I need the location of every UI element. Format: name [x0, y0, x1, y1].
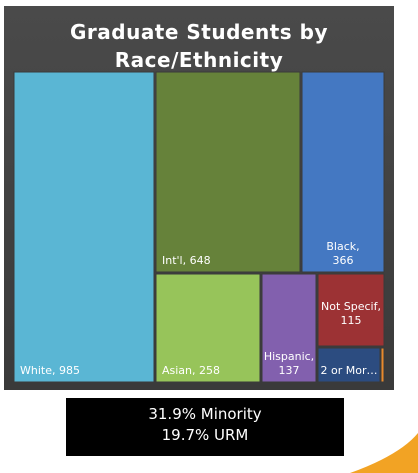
treemap-rect-asian-3 — [155, 273, 261, 383]
treemap-tile-white-0: White, 985 — [13, 71, 155, 383]
treemap-rect-2-or-more-6 — [317, 347, 381, 383]
treemap-label-hispanic-line-2: 137 — [279, 364, 300, 377]
treemap-label-2-or-more: 2 or Mor… — [321, 364, 378, 377]
treemap-rect-other-7 — [380, 347, 385, 383]
treemap-rect-white-0 — [13, 71, 155, 383]
treemap-label-not-specif-line-2: 115 — [341, 314, 362, 327]
treemap-tile-other-7 — [380, 347, 385, 383]
treemap-label-black-line-2: 366 — [333, 254, 354, 267]
treemap-label-hispanic-line-1: Hispanic, — [264, 350, 314, 363]
treemap-label-not-specif-line-1: Not Specif, — [321, 300, 381, 313]
treemap-label-black-line-1: Black, — [326, 240, 359, 253]
treemap: White, 985 Int'l, 648 Black,366 Asian, 258 H… — [13, 71, 385, 383]
treemap-label-int-l: Int'l, 648 — [162, 254, 211, 267]
summary-box: 31.9% Minority 19.7% URM — [66, 398, 344, 456]
treemap-tile-not-specif-5: Not Specif,115 — [317, 273, 385, 347]
urm-stat: 19.7% URM — [161, 426, 249, 444]
treemap-tile-asian-3: Asian, 258 — [155, 273, 261, 383]
treemap-rect-not-specif-5 — [317, 273, 385, 347]
minority-stat: 31.9% Minority — [148, 405, 262, 423]
treemap-label-white: White, 985 — [20, 364, 80, 377]
treemap-rect-int-l-1 — [155, 71, 301, 273]
corner-swoosh-decoration — [350, 433, 418, 473]
chart-panel: Graduate Students by Race/Ethnicity Whit… — [4, 6, 394, 390]
treemap-tile-int-l-1: Int'l, 648 — [155, 71, 301, 273]
treemap-rect-hispanic-4 — [261, 273, 317, 383]
chart-title: Graduate Students by Race/Ethnicity — [4, 18, 394, 74]
treemap-tile-hispanic-4: Hispanic,137 — [261, 273, 317, 383]
chart-title-line-1: Graduate Students by — [69, 20, 329, 44]
chart-title-line-2: Race/Ethnicity — [114, 48, 284, 72]
treemap-tile-2-or-more-6: 2 or Mor… — [317, 347, 381, 383]
treemap-label-asian: Asian, 258 — [162, 364, 220, 377]
treemap-tile-black-2: Black,366 — [301, 71, 385, 273]
treemap-rect-black-2 — [301, 71, 385, 273]
